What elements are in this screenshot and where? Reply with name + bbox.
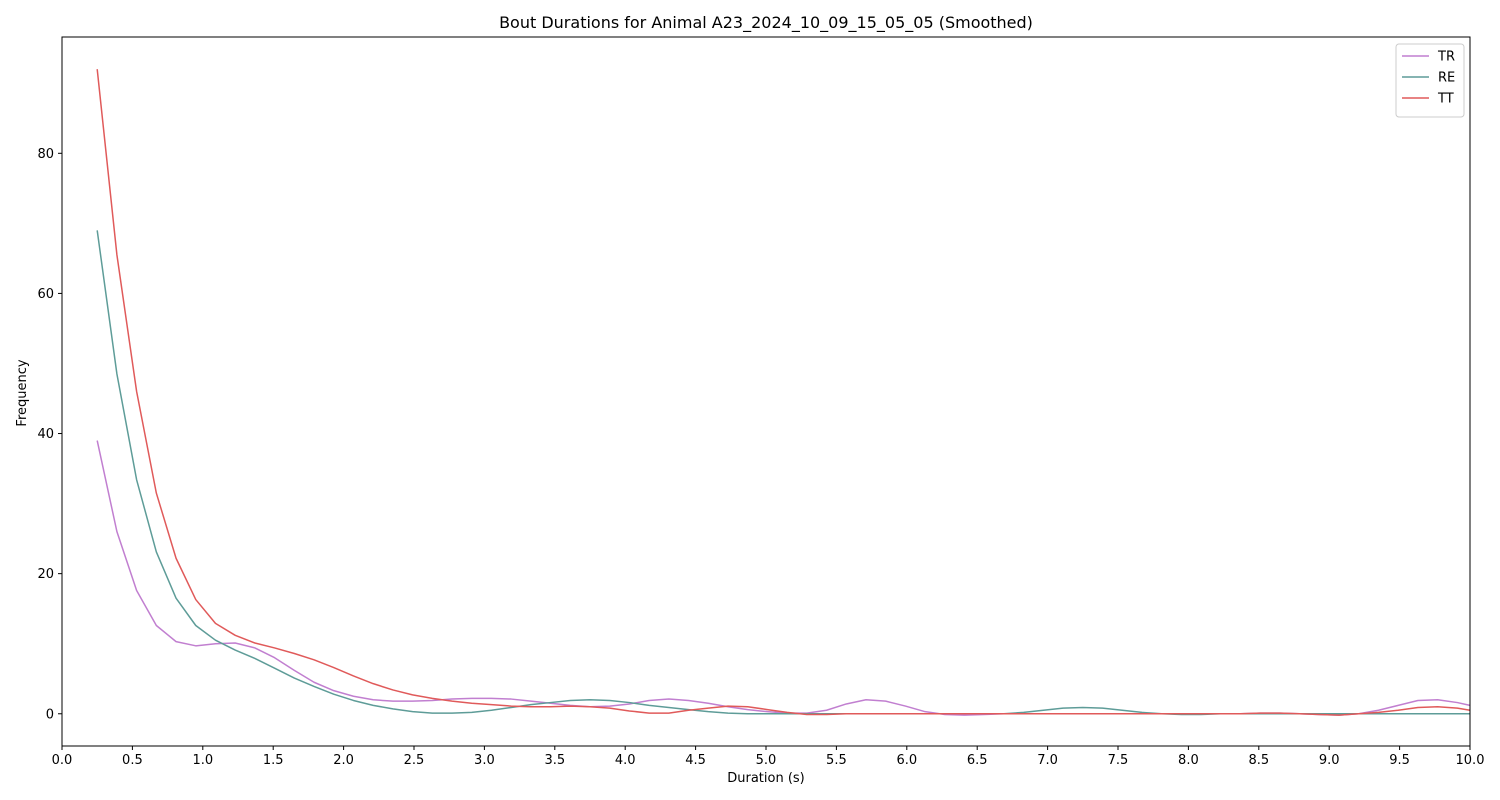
chart-title: Bout Durations for Animal A23_2024_10_09… xyxy=(499,13,1033,33)
y-axis-title: Frequency xyxy=(15,359,30,426)
plot-frame xyxy=(61,36,1471,747)
x-tick-label: 9.0 xyxy=(1319,753,1340,768)
x-tick-label: 7.0 xyxy=(1037,753,1058,768)
y-axis: 0 20 40 60 80 xyxy=(37,147,62,722)
x-tick-label: 1.0 xyxy=(192,753,213,768)
y-tick-label: 60 xyxy=(37,287,54,302)
series-line-re xyxy=(96,230,1470,716)
series-line-tt xyxy=(96,69,1471,716)
x-tick-label: 0.5 xyxy=(122,753,143,768)
x-tick-label: 8.5 xyxy=(1248,753,1269,768)
x-tick-label: 5.5 xyxy=(826,753,847,768)
x-tick-label: 6.0 xyxy=(896,753,917,768)
x-tick-label: 4.0 xyxy=(615,753,636,768)
x-tick-label: 9.5 xyxy=(1389,753,1410,768)
x-axis-title: Duration (s) xyxy=(727,771,805,786)
y-tick-label: 20 xyxy=(37,567,54,582)
legend-label-tr: TR xyxy=(1437,50,1455,65)
x-tick-label: 3.0 xyxy=(474,753,495,768)
series-line-tr xyxy=(96,440,1471,716)
x-tick-label: 10.0 xyxy=(1456,753,1485,768)
x-tick-label: 0.0 xyxy=(52,753,73,768)
y-tick-label: 80 xyxy=(37,147,54,162)
y-tick-label: 0 xyxy=(46,707,54,722)
x-tick-label: 7.5 xyxy=(1108,753,1129,768)
x-tick-label: 2.0 xyxy=(333,753,354,768)
x-tick-label: 1.5 xyxy=(263,753,284,768)
plot-area xyxy=(96,69,1471,716)
x-tick-label: 8.0 xyxy=(1178,753,1199,768)
x-tick-label: 5.0 xyxy=(756,753,777,768)
x-tick-label: 2.5 xyxy=(404,753,425,768)
y-tick-label: 40 xyxy=(37,427,54,442)
legend-label-tt: TT xyxy=(1437,92,1454,107)
legend-label-re: RE xyxy=(1438,71,1455,86)
x-tick-label: 4.5 xyxy=(685,753,706,768)
legend: TR RE TT xyxy=(1395,43,1465,118)
x-tick-label: 6.5 xyxy=(967,753,988,768)
x-tick-label: 3.5 xyxy=(544,753,565,768)
x-axis: 0.0 0.5 1.0 1.5 2.0 2.5 3.0 3.5 4.0 4.5 5.0 5.5 6.0 6… xyxy=(52,746,1485,768)
